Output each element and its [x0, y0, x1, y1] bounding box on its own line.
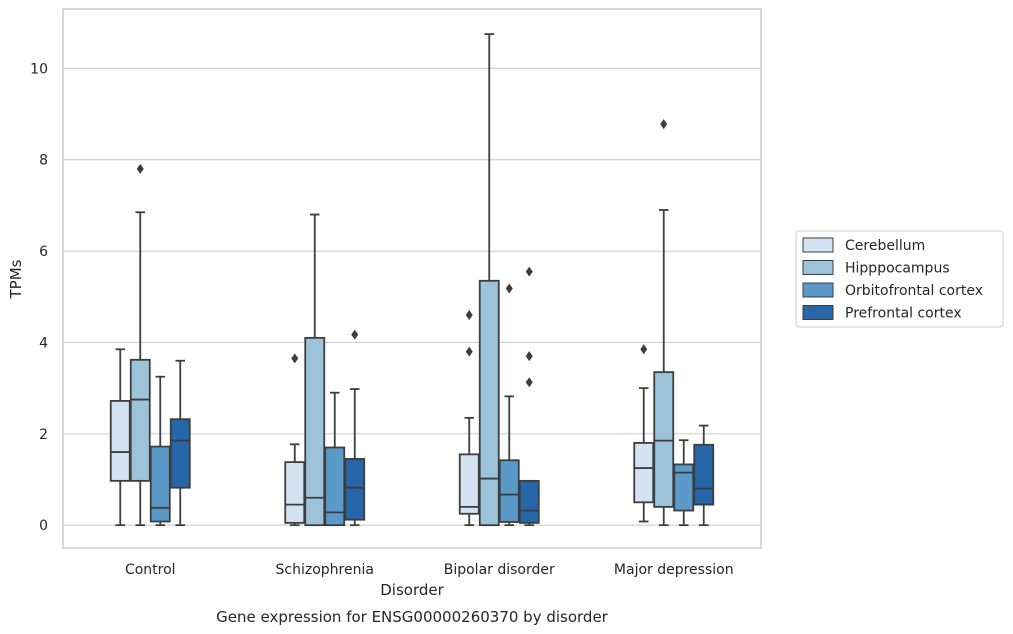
- box-group: [109, 348, 131, 527]
- legend: Cerebellum Hipppocampus Orbitofrontal cort…: [795, 230, 1004, 328]
- box: [169, 418, 191, 489]
- outlier-point: [291, 353, 299, 364]
- outlier-point: [525, 266, 533, 277]
- legend-swatch: [802, 305, 834, 320]
- outlier-point: [465, 346, 473, 357]
- outlier-point: [351, 329, 359, 340]
- y-tick-label: 8: [39, 153, 48, 169]
- box: [518, 479, 540, 524]
- y-tick-label: 2: [39, 427, 48, 443]
- legend-label: Hipppocampus: [845, 261, 950, 277]
- legend-label: Cerebellum: [845, 238, 925, 254]
- y-tick-label: 4: [39, 335, 48, 351]
- box: [129, 358, 151, 482]
- legend-label: Orbitofrontal cortex: [845, 283, 983, 299]
- y-axis-ticks: 0 2 4 6 8 10: [30, 61, 48, 534]
- box-group: [478, 33, 500, 527]
- box-group: [344, 329, 366, 527]
- box: [109, 400, 131, 482]
- box-group: [673, 439, 695, 527]
- box: [498, 459, 520, 523]
- outlier-point: [525, 351, 533, 362]
- box: [458, 453, 480, 515]
- box-group: [458, 310, 480, 527]
- outlier-point: [660, 119, 668, 130]
- chart-title: Gene expression for ENSG00000260370 by d…: [216, 608, 609, 626]
- box-group: [149, 375, 171, 527]
- plot-frame: [62, 8, 762, 549]
- legend-frame: [795, 230, 1004, 328]
- box: [653, 371, 675, 508]
- x-axis-title: Disorder: [380, 581, 444, 599]
- x-tick-label: Bipolar disorder: [444, 562, 555, 578]
- box-group: [129, 163, 151, 527]
- box-group: [284, 353, 306, 527]
- x-tick-label: Schizophrenia: [276, 562, 374, 578]
- outlier-point: [136, 163, 144, 174]
- box: [633, 442, 655, 504]
- box-group: [653, 119, 675, 527]
- box: [284, 461, 306, 524]
- legend-swatch: [802, 237, 834, 253]
- box: [344, 458, 366, 521]
- box-group: [324, 391, 346, 527]
- x-tick-label: Major depression: [614, 562, 734, 578]
- box: [478, 279, 500, 527]
- legend-swatch: [802, 260, 834, 275]
- legend-label: Prefrontal cortex: [845, 306, 962, 322]
- box: [324, 446, 346, 527]
- outlier-point: [505, 283, 513, 294]
- box: [673, 463, 695, 512]
- box-group: [693, 424, 715, 527]
- box: [304, 336, 326, 527]
- y-tick-label: 6: [39, 244, 48, 260]
- box: [693, 443, 715, 506]
- y-tick-label: 10: [30, 61, 48, 77]
- box-group: [633, 344, 655, 523]
- box-group: [169, 359, 191, 527]
- outlier-point: [640, 344, 648, 355]
- x-axis-ticks: Control Schizophrenia Bipolar disorder Majo…: [125, 562, 734, 578]
- box-group: [518, 266, 540, 527]
- boxes: [109, 33, 715, 527]
- y-tick-label: 0: [39, 518, 48, 534]
- x-tick-label: Control: [125, 562, 176, 578]
- outlier-point: [525, 377, 533, 388]
- y-axis-title: TPMs: [7, 259, 25, 299]
- box-group: [304, 213, 326, 527]
- box: [149, 445, 171, 523]
- box-group: [498, 283, 520, 527]
- legend-swatch: [802, 282, 834, 298]
- outlier-point: [465, 310, 473, 321]
